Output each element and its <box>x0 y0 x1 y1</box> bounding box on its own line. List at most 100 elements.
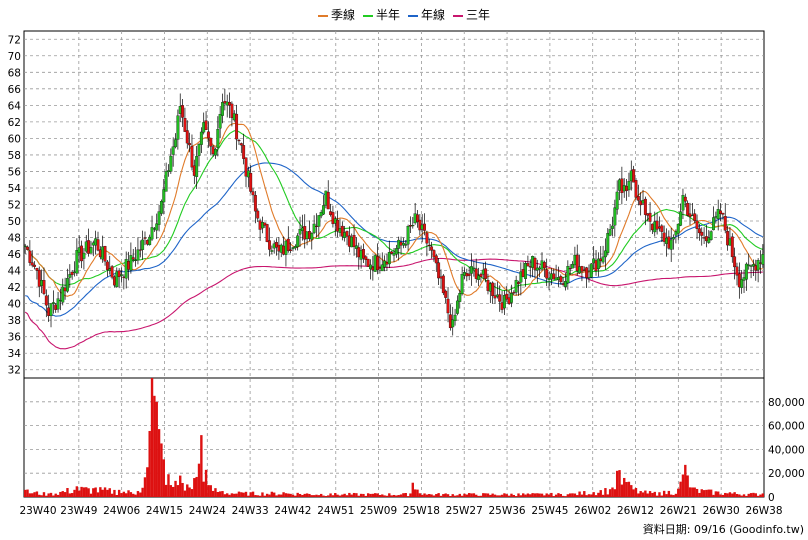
candle-body <box>387 252 391 265</box>
candle-body <box>23 245 27 247</box>
volume-bar <box>200 435 203 497</box>
volume-bar <box>749 493 753 497</box>
volume-bar <box>139 492 142 497</box>
candle-body <box>416 214 419 223</box>
volume-bar <box>425 494 429 497</box>
volume-bar <box>251 491 255 497</box>
volume-bar <box>597 492 600 497</box>
volume-bar <box>568 493 572 497</box>
volume-bar <box>355 493 358 497</box>
volume-bar <box>68 493 72 497</box>
candle-body <box>26 246 29 250</box>
volume-bar <box>416 489 419 497</box>
candle-body <box>157 211 161 225</box>
volume-bar <box>493 494 497 497</box>
candle-body <box>451 319 455 328</box>
candle-body <box>707 237 711 243</box>
candle-body <box>425 232 429 244</box>
volume-bar <box>235 493 238 497</box>
volume-bar <box>357 495 360 497</box>
candle-body <box>352 235 356 247</box>
volume-bar <box>397 495 400 497</box>
volume-bar <box>308 493 311 497</box>
volume-bar <box>472 493 476 497</box>
candle-body <box>533 257 537 270</box>
candle-body <box>197 144 201 156</box>
volume-bar <box>724 492 727 497</box>
volume-bar <box>331 495 335 497</box>
volume-bar <box>56 494 60 497</box>
candle-body <box>293 246 297 249</box>
x-tick-label: 26W30 <box>703 505 740 517</box>
price-tick-label: 68 <box>8 67 21 79</box>
volume-bar <box>719 494 722 497</box>
candle-body <box>756 260 760 271</box>
volume-bar <box>73 489 76 497</box>
volume-bar <box>587 494 591 497</box>
price-tick-label: 32 <box>8 365 21 377</box>
candle-body <box>526 263 530 267</box>
candle-body <box>134 259 138 261</box>
candle-body <box>214 148 217 156</box>
candle-body <box>585 267 589 278</box>
volume-bar <box>728 492 732 497</box>
candle-body <box>143 237 147 239</box>
candle-body <box>253 195 257 212</box>
candle-body <box>242 145 246 159</box>
volume-bar <box>89 493 93 497</box>
x-tick-label: 25W27 <box>446 505 483 517</box>
volume-bar <box>256 495 259 497</box>
volume-bar <box>366 493 370 497</box>
candle-body <box>138 249 142 251</box>
candle-body <box>660 225 664 232</box>
volume-bar <box>761 493 765 497</box>
volume-bar <box>592 492 595 497</box>
candle-body <box>380 264 384 272</box>
volume-bar <box>334 493 337 497</box>
volume-bar <box>124 493 128 497</box>
legend-label: 三年 <box>466 8 491 22</box>
volume-bar <box>305 493 309 497</box>
volume-bar <box>315 494 318 497</box>
volume-bar <box>289 493 292 497</box>
volume-bar <box>113 489 116 497</box>
candle-body <box>82 252 86 259</box>
volume-bar <box>623 477 626 497</box>
volume-bar <box>303 493 306 497</box>
volume-bar <box>197 463 201 497</box>
volume-bar <box>106 489 109 497</box>
volume-bar <box>265 493 269 497</box>
candle-body <box>470 266 473 274</box>
candle-body <box>169 155 173 172</box>
volume-bar <box>141 487 144 497</box>
volume-bar <box>674 493 678 497</box>
candle-body <box>695 220 699 229</box>
candle-body <box>366 258 370 267</box>
candle-body <box>615 191 619 210</box>
volume-bar <box>294 495 297 497</box>
volume-bar <box>691 487 694 497</box>
candle-body <box>131 257 135 260</box>
volume-bar <box>756 495 760 497</box>
candle-body <box>643 198 647 215</box>
volume-bar <box>115 494 118 497</box>
volume-bar <box>392 494 396 497</box>
x-tick-label: 23W49 <box>60 505 97 517</box>
volume-bar <box>611 487 614 497</box>
data-date-footnote: 資料日期: 09/16 (Goodinfo.tw) <box>642 523 804 536</box>
volume-bar <box>40 495 43 497</box>
volume-bar <box>195 476 198 497</box>
volume-bar <box>484 493 487 497</box>
candle-body <box>51 302 55 304</box>
volume-bar <box>512 494 516 497</box>
volume-bar <box>747 493 750 497</box>
volume-bar <box>395 495 398 497</box>
candle-body <box>176 115 180 140</box>
candle-body <box>204 120 208 130</box>
candle-body <box>740 279 744 288</box>
volume-bar <box>670 494 673 497</box>
volume-bar <box>174 480 177 497</box>
volume-bar <box>157 429 161 497</box>
candle-body <box>601 256 605 263</box>
candle-body <box>68 274 72 278</box>
